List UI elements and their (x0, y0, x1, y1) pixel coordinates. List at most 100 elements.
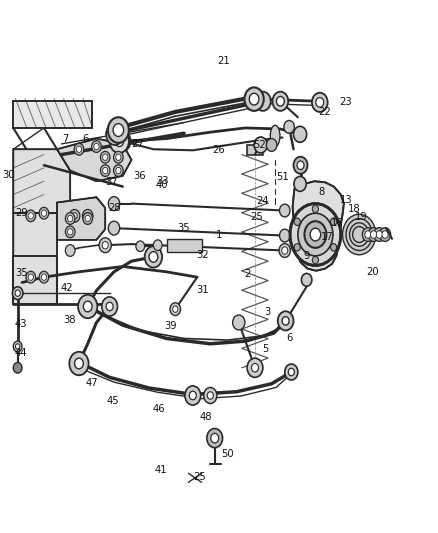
Circle shape (28, 213, 33, 219)
Text: 6: 6 (286, 334, 292, 343)
Circle shape (65, 245, 75, 256)
Circle shape (149, 252, 158, 262)
Circle shape (249, 93, 259, 105)
Circle shape (74, 358, 83, 369)
Text: 26: 26 (212, 146, 225, 155)
Circle shape (116, 154, 121, 160)
Circle shape (83, 213, 92, 224)
Circle shape (74, 143, 84, 155)
Circle shape (211, 433, 219, 443)
Text: 21: 21 (217, 56, 230, 66)
Circle shape (316, 98, 324, 107)
Text: 45: 45 (107, 396, 120, 406)
Text: 35: 35 (15, 268, 28, 278)
Circle shape (12, 287, 23, 300)
Text: 51: 51 (276, 172, 289, 182)
Text: 20: 20 (366, 267, 378, 277)
Polygon shape (293, 181, 344, 271)
Circle shape (189, 391, 196, 400)
Text: 39: 39 (165, 321, 177, 331)
Circle shape (41, 210, 46, 216)
Circle shape (365, 231, 371, 238)
Circle shape (92, 141, 101, 152)
Text: 16: 16 (331, 218, 344, 228)
Circle shape (290, 204, 341, 265)
Text: 9: 9 (304, 251, 310, 261)
Text: 5: 5 (262, 344, 268, 354)
Circle shape (145, 246, 162, 268)
Circle shape (115, 136, 124, 147)
Bar (166, 239, 201, 252)
Text: 30: 30 (2, 170, 14, 180)
Text: 50: 50 (222, 449, 234, 459)
Circle shape (170, 303, 180, 316)
Text: 29: 29 (16, 208, 28, 218)
Circle shape (65, 213, 75, 224)
Circle shape (185, 386, 201, 405)
Circle shape (204, 387, 217, 403)
Circle shape (108, 197, 120, 211)
Text: 47: 47 (86, 378, 99, 387)
Circle shape (294, 218, 300, 225)
Circle shape (113, 165, 123, 176)
Circle shape (266, 139, 277, 151)
Circle shape (382, 231, 388, 238)
Polygon shape (13, 149, 70, 213)
Text: 31: 31 (196, 286, 209, 295)
Circle shape (298, 213, 333, 256)
Ellipse shape (270, 125, 280, 147)
Text: 37: 37 (106, 177, 118, 187)
Text: 24: 24 (257, 197, 269, 206)
Text: 28: 28 (109, 203, 121, 213)
Circle shape (173, 306, 178, 312)
Circle shape (293, 126, 307, 142)
Text: 7: 7 (63, 134, 69, 143)
Circle shape (13, 362, 22, 373)
Text: 27: 27 (132, 139, 145, 149)
Circle shape (26, 210, 35, 222)
Text: 38: 38 (63, 315, 76, 325)
Circle shape (102, 154, 108, 160)
Text: 43: 43 (15, 319, 28, 329)
Circle shape (110, 130, 129, 153)
Circle shape (85, 213, 90, 219)
Text: 22: 22 (318, 107, 331, 117)
Circle shape (102, 241, 108, 249)
Circle shape (297, 161, 304, 169)
Text: 1: 1 (216, 230, 222, 239)
Text: 8: 8 (319, 187, 325, 197)
Circle shape (312, 93, 328, 112)
Circle shape (285, 364, 298, 380)
Text: 36: 36 (133, 171, 146, 181)
Circle shape (251, 364, 258, 372)
Circle shape (233, 315, 245, 330)
Circle shape (304, 221, 326, 248)
Circle shape (78, 295, 97, 318)
Text: 25: 25 (194, 472, 206, 482)
Circle shape (119, 136, 127, 146)
Polygon shape (13, 213, 57, 266)
Circle shape (362, 228, 374, 241)
Text: 41: 41 (155, 465, 168, 475)
Text: 33: 33 (156, 176, 168, 186)
Circle shape (100, 165, 110, 176)
Circle shape (331, 244, 337, 251)
Circle shape (115, 132, 131, 151)
Text: 32: 32 (196, 250, 209, 260)
Circle shape (110, 129, 119, 140)
Circle shape (282, 317, 289, 325)
Circle shape (102, 297, 117, 316)
Circle shape (153, 240, 162, 251)
Circle shape (207, 392, 213, 399)
Circle shape (272, 92, 288, 111)
Circle shape (312, 256, 318, 264)
Circle shape (113, 151, 123, 163)
Circle shape (113, 124, 124, 136)
Text: 25: 25 (250, 213, 263, 222)
Text: 23: 23 (340, 98, 352, 107)
Bar (13, 101, 92, 128)
Circle shape (15, 344, 20, 349)
Circle shape (294, 176, 306, 191)
Circle shape (247, 358, 263, 377)
Text: 44: 44 (15, 348, 28, 358)
